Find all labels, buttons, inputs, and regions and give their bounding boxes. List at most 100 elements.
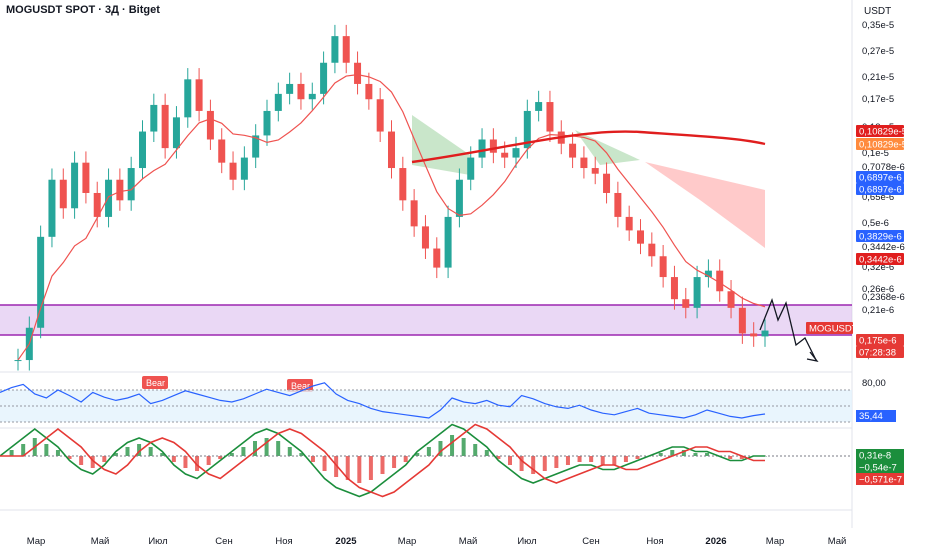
candle-body (535, 102, 543, 111)
macd-histogram-bar (415, 453, 420, 456)
rsi-line (0, 382, 766, 419)
candle-body (625, 216, 633, 231)
currency-label[interactable]: USDT (864, 6, 892, 17)
candle-body (172, 117, 180, 149)
candle-body (139, 131, 146, 169)
price-tick-label: 0,27e-5 (862, 46, 894, 57)
macd-value-box (856, 449, 904, 461)
candle-body (365, 83, 373, 100)
candle-body (218, 139, 226, 163)
candle-body (455, 179, 463, 217)
price-label-text: MOGUSDT (809, 324, 858, 335)
time-tick-label: Мар (27, 536, 46, 547)
price-label-box (856, 253, 904, 265)
macd-histogram-bar (739, 456, 744, 459)
macd-histogram-bar (137, 444, 142, 456)
candle-body (704, 270, 712, 278)
candle-body (738, 307, 746, 334)
macd-value-box (856, 461, 904, 473)
candle-body (410, 200, 418, 227)
candle-body (308, 93, 316, 100)
candle-body (150, 104, 158, 132)
macd-histogram-bar (426, 447, 431, 456)
macd-histogram-bar (287, 447, 292, 456)
macd-histogram-bar (171, 456, 176, 462)
cloud-green (412, 115, 470, 175)
candle-body (48, 179, 56, 237)
candle-body (240, 157, 248, 180)
macd-histogram-bar (264, 438, 269, 456)
macd-histogram-bar (206, 456, 211, 465)
time-tick-label: Сен (582, 536, 599, 547)
macd-histogram-bar (519, 456, 524, 471)
macd-histogram-bar (90, 456, 95, 468)
candle-body (195, 79, 203, 111)
candle-body (93, 192, 101, 217)
macd-histogram-bar (334, 456, 339, 477)
candle-body (297, 83, 305, 100)
price-label-box (856, 334, 904, 346)
candle-body (501, 152, 509, 158)
macd-histogram-bar (473, 444, 478, 456)
price-label-box (856, 183, 904, 195)
price-tick-label: 0,21e-6 (862, 305, 894, 316)
price-label-text: 0,10829e-5 (859, 140, 907, 151)
macd-histogram-bar (310, 456, 315, 462)
candle-body (433, 248, 441, 268)
macd-histogram-bar (531, 456, 536, 474)
candle-body (14, 360, 22, 362)
time-tick-label: Май (828, 536, 847, 547)
moving-average-line (17, 74, 766, 361)
candle-body (727, 291, 735, 308)
price-label-box (856, 138, 904, 150)
price-label-box (856, 125, 904, 137)
candle-body (682, 299, 690, 308)
candle-body (603, 173, 611, 193)
candle-body (750, 333, 758, 337)
candle-body (399, 168, 407, 201)
candle-body (670, 277, 678, 300)
candle-body (388, 131, 395, 169)
candle-body (421, 226, 429, 249)
price-label-text: 07:28:38 (859, 348, 896, 359)
candle-body (523, 110, 531, 149)
macd-histogram-bar (55, 450, 60, 456)
price-label-box (856, 346, 904, 358)
macd-histogram-bar (623, 456, 628, 462)
macd-histogram-bar (484, 450, 489, 456)
candle-body (71, 162, 79, 209)
macd-histogram-bar (113, 453, 118, 456)
macd-histogram-bar (218, 456, 223, 459)
candle-body (716, 270, 724, 292)
rsi-tick-label: 80,00 (862, 378, 886, 389)
candle-body (546, 102, 554, 132)
macd-histogram-bar (368, 456, 373, 480)
candle-body (184, 79, 192, 118)
price-label-text: 0,6897e-6 (859, 185, 902, 196)
macd-histogram-bar (125, 447, 130, 456)
time-tick-label: 2026 (705, 536, 726, 547)
signal-line (0, 423, 765, 498)
time-tick-label: Май (459, 536, 478, 547)
macd-histogram-bar (276, 441, 281, 456)
macd-histogram-bar (508, 456, 512, 465)
candle-body (467, 157, 475, 180)
candle-body (105, 179, 113, 217)
macd-histogram-bar (589, 456, 594, 462)
macd-histogram-bar (658, 453, 663, 456)
price-label-box (856, 171, 904, 183)
time-tick-label: Июл (517, 536, 536, 547)
long-moving-average-line (411, 130, 766, 164)
candle-body (206, 110, 214, 140)
candle-body (648, 243, 656, 257)
time-tick-label: Ноя (646, 536, 663, 547)
macd-histogram-bar (438, 441, 443, 456)
price-tick-label: 0,17e-5 (862, 94, 894, 105)
time-tick-label: 2025 (335, 536, 357, 547)
price-label-text: 0,6897e-6 (859, 173, 902, 184)
rsi-value: 35,44 (859, 411, 883, 422)
macd-histogram-bar (392, 456, 397, 468)
candle-body (659, 256, 667, 278)
time-tick-label: Мар (398, 536, 417, 547)
